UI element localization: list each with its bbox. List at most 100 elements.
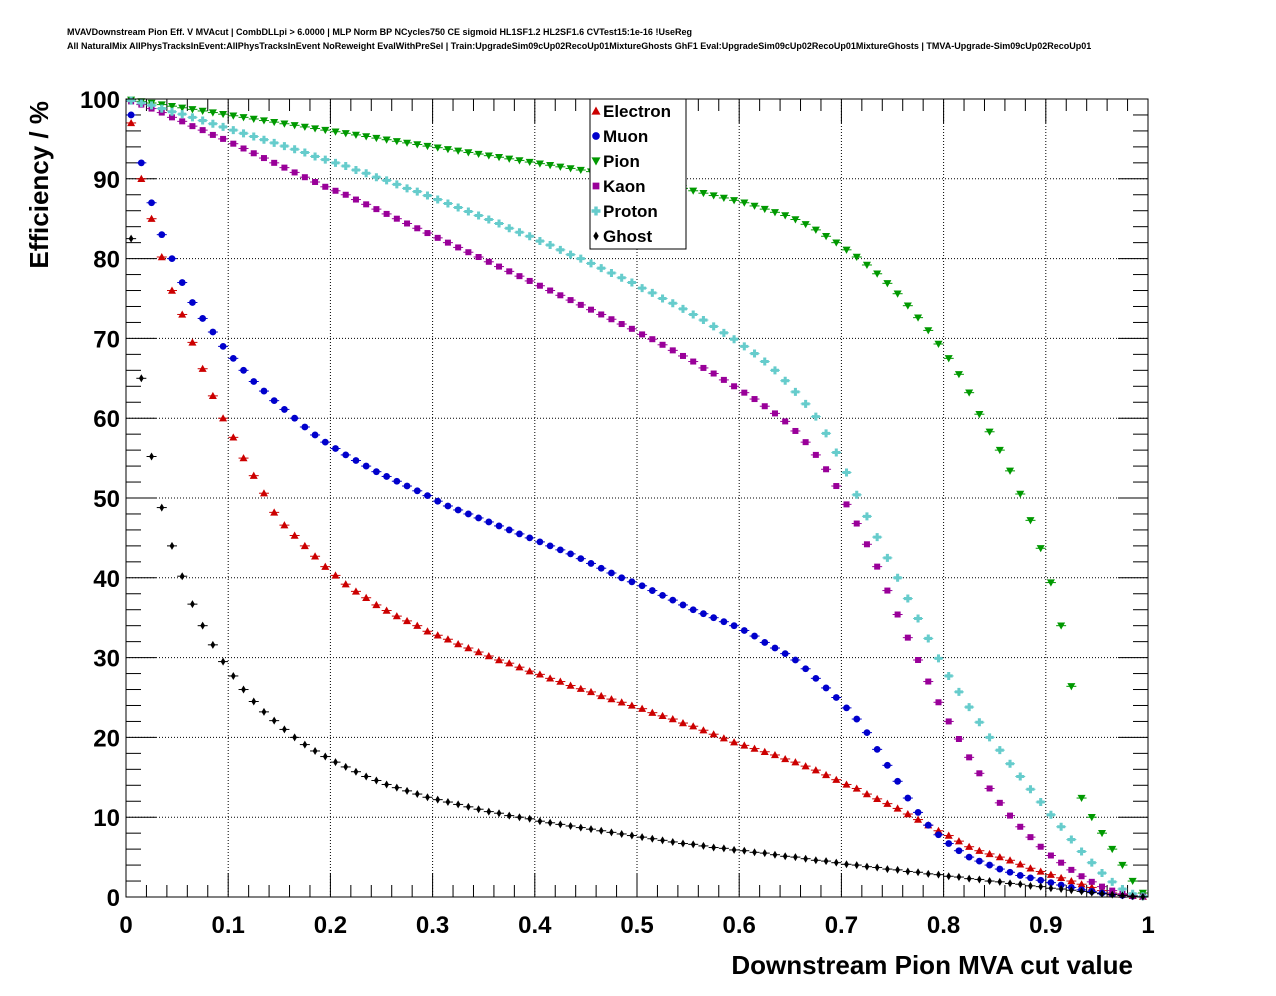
data-point — [822, 429, 831, 438]
data-point — [1017, 880, 1023, 889]
data-point — [526, 277, 533, 284]
data-point — [505, 526, 513, 534]
data-point — [556, 546, 564, 554]
data-point — [710, 614, 718, 622]
data-point — [617, 273, 626, 282]
data-point — [280, 120, 289, 128]
data-point — [382, 176, 391, 185]
data-point — [424, 230, 431, 237]
data-point — [167, 107, 176, 116]
data-point — [189, 299, 196, 306]
data-point — [342, 451, 350, 459]
data-point — [382, 136, 391, 144]
data-point — [965, 853, 973, 861]
data-point — [423, 191, 432, 200]
data-point — [731, 845, 737, 854]
data-point — [372, 468, 380, 476]
data-point — [474, 211, 483, 220]
data-point — [925, 869, 931, 878]
data-point — [209, 131, 216, 138]
data-point — [598, 826, 604, 835]
data-point — [842, 246, 851, 254]
x-tick-label: 1 — [1141, 912, 1154, 939]
data-point — [761, 639, 769, 646]
data-point — [678, 719, 687, 727]
data-point — [721, 844, 727, 853]
data-point — [137, 98, 146, 107]
data-point — [505, 659, 514, 667]
data-point — [954, 371, 963, 379]
data-point — [311, 152, 320, 161]
data-point — [660, 836, 665, 845]
legend-item-proton: Proton — [591, 202, 658, 221]
data-point — [485, 518, 493, 526]
data-point — [751, 396, 758, 403]
legend-item-ghost: Ghost — [593, 227, 652, 246]
data-point — [996, 799, 1003, 806]
data-point — [1026, 785, 1035, 794]
data-point — [577, 555, 585, 563]
data-point — [883, 799, 892, 807]
data-point — [924, 327, 933, 335]
data-point — [690, 358, 697, 365]
data-point — [484, 652, 493, 660]
legend-marker — [591, 206, 601, 216]
data-point — [149, 452, 154, 461]
data-point — [740, 199, 749, 207]
data-point — [781, 376, 790, 385]
data-point — [260, 387, 268, 395]
data-point — [351, 131, 360, 139]
data-point — [372, 173, 381, 182]
legend-marker — [592, 132, 600, 140]
data-point — [1007, 879, 1013, 888]
x-tick-label: 0.7 — [825, 912, 858, 939]
data-point — [965, 389, 974, 397]
data-point — [1087, 814, 1096, 822]
data-point — [536, 538, 544, 546]
data-point — [995, 746, 1004, 755]
data-point — [535, 670, 544, 678]
data-point — [208, 119, 217, 128]
data-point — [689, 310, 698, 319]
data-point — [740, 627, 748, 634]
data-point — [782, 852, 788, 861]
legend-label: Ghost — [603, 227, 652, 246]
data-point — [976, 875, 982, 884]
data-point — [1077, 794, 1086, 803]
data-point — [966, 874, 972, 883]
data-point — [393, 477, 401, 485]
data-point — [1058, 859, 1065, 866]
data-point — [270, 138, 279, 147]
data-point — [720, 376, 727, 383]
data-point — [597, 264, 606, 273]
data-point — [934, 654, 943, 663]
data-point — [433, 195, 442, 204]
data-point — [955, 735, 962, 742]
data-point — [230, 140, 237, 147]
data-point — [220, 657, 226, 666]
data-point — [791, 387, 800, 396]
data-point — [669, 347, 676, 354]
data-point — [352, 457, 360, 464]
data-point — [781, 650, 789, 658]
data-point — [925, 678, 932, 685]
data-point — [1098, 829, 1107, 838]
data-point — [557, 292, 564, 299]
data-point — [924, 821, 932, 829]
data-point — [190, 600, 195, 609]
data-point — [750, 202, 759, 210]
data-point — [464, 644, 473, 652]
data-point — [955, 847, 963, 855]
data-point — [465, 802, 471, 811]
data-point — [1037, 843, 1044, 850]
data-point — [823, 857, 829, 866]
data-point — [321, 126, 330, 135]
data-point — [403, 184, 412, 193]
data-point — [914, 815, 923, 823]
data-point — [219, 110, 228, 119]
data-point — [189, 123, 196, 130]
data-point — [945, 718, 952, 725]
legend-marker — [591, 106, 601, 115]
data-point — [515, 663, 524, 671]
data-point — [792, 427, 799, 434]
